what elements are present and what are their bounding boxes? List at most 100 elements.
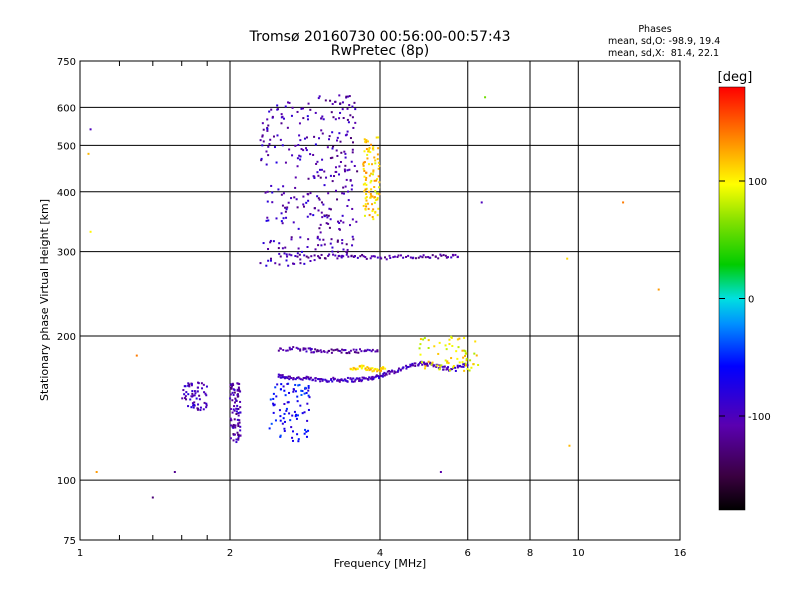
data-point: [325, 222, 328, 225]
data-point: [417, 363, 420, 366]
data-point: [297, 440, 300, 443]
data-point: [283, 429, 286, 432]
data-point: [196, 408, 199, 411]
data-point: [264, 191, 267, 194]
data-point: [316, 160, 319, 163]
data-point: [229, 397, 232, 400]
data-point: [279, 255, 282, 258]
data-point: [464, 352, 467, 355]
data-point: [237, 422, 240, 425]
data-point: [369, 192, 372, 195]
data-point: [295, 198, 298, 201]
plot-area: [79, 60, 681, 541]
data-point: [472, 363, 475, 366]
data-point: [376, 153, 379, 156]
data-point: [348, 95, 351, 98]
data-point: [344, 185, 347, 188]
data-point: [318, 227, 321, 230]
data-point: [187, 393, 190, 396]
data-point: [343, 150, 346, 153]
data-point: [236, 395, 239, 398]
data-point: [305, 350, 308, 353]
data-point: [272, 392, 275, 395]
data-point: [344, 152, 347, 155]
data-point: [344, 164, 347, 167]
data-point: [259, 139, 262, 142]
data-point: [342, 349, 345, 352]
data-point: [361, 376, 364, 379]
data-point: [335, 149, 338, 152]
data-point: [278, 409, 281, 412]
data-point: [298, 253, 301, 256]
data-point: [359, 255, 362, 258]
data-point: [349, 377, 352, 380]
data-point: [306, 402, 309, 405]
data-point: [344, 170, 347, 173]
x-tick-label: 2: [227, 548, 233, 559]
data-point: [301, 390, 304, 393]
data-point: [452, 254, 455, 257]
data-point: [285, 349, 288, 352]
data-point: [338, 350, 341, 353]
data-point: [336, 239, 339, 242]
data-point: [336, 154, 339, 157]
y-tick-label: 400: [57, 188, 76, 199]
data-point: [345, 352, 348, 355]
data-point: [229, 393, 232, 396]
data-point: [280, 220, 283, 223]
data-point: [458, 337, 461, 340]
data-point: [374, 159, 377, 162]
data-point: [370, 350, 373, 353]
data-point: [329, 218, 332, 221]
data-point: [365, 257, 368, 260]
data-point: [302, 195, 305, 198]
data-point: [297, 247, 300, 250]
data-point: [340, 151, 343, 154]
data-point: [414, 364, 417, 367]
data-point: [407, 365, 410, 368]
data-point: [229, 437, 232, 440]
data-point: [306, 419, 309, 422]
data-point: [299, 258, 302, 261]
data-point: [412, 256, 415, 259]
data-point: [445, 348, 448, 351]
data-point: [332, 349, 335, 352]
data-point: [325, 176, 328, 179]
data-point: [351, 368, 354, 371]
data-point: [190, 406, 193, 409]
data-point: [306, 192, 309, 195]
data-point: [300, 389, 303, 392]
data-point: [188, 383, 191, 386]
data-point: [294, 186, 297, 189]
data-point: [436, 364, 439, 367]
data-point: [373, 196, 376, 199]
data-point: [239, 425, 242, 428]
data-point: [424, 365, 427, 368]
data-point: [266, 118, 269, 121]
data-point: [319, 257, 322, 260]
data-point: [267, 259, 270, 262]
data-point: [342, 221, 345, 224]
data-point: [364, 349, 367, 352]
data-point: [363, 161, 366, 164]
data-point: [455, 350, 458, 353]
data-point: [326, 216, 329, 219]
data-point: [298, 154, 301, 157]
data-point: [300, 250, 303, 253]
data-point: [382, 366, 385, 369]
data-point: [421, 256, 424, 259]
data-point: [320, 351, 323, 354]
data-point: [468, 369, 471, 372]
data-point: [261, 135, 264, 138]
data-point: [320, 244, 323, 247]
data-point: [296, 252, 299, 255]
data-point: [237, 414, 240, 417]
data-point: [297, 438, 300, 441]
data-point: [231, 399, 234, 402]
data-point: [317, 97, 320, 100]
data-point: [334, 254, 337, 257]
data-point: [288, 375, 291, 378]
data-point: [205, 394, 208, 397]
data-point: [438, 367, 441, 370]
data-point: [391, 369, 394, 372]
